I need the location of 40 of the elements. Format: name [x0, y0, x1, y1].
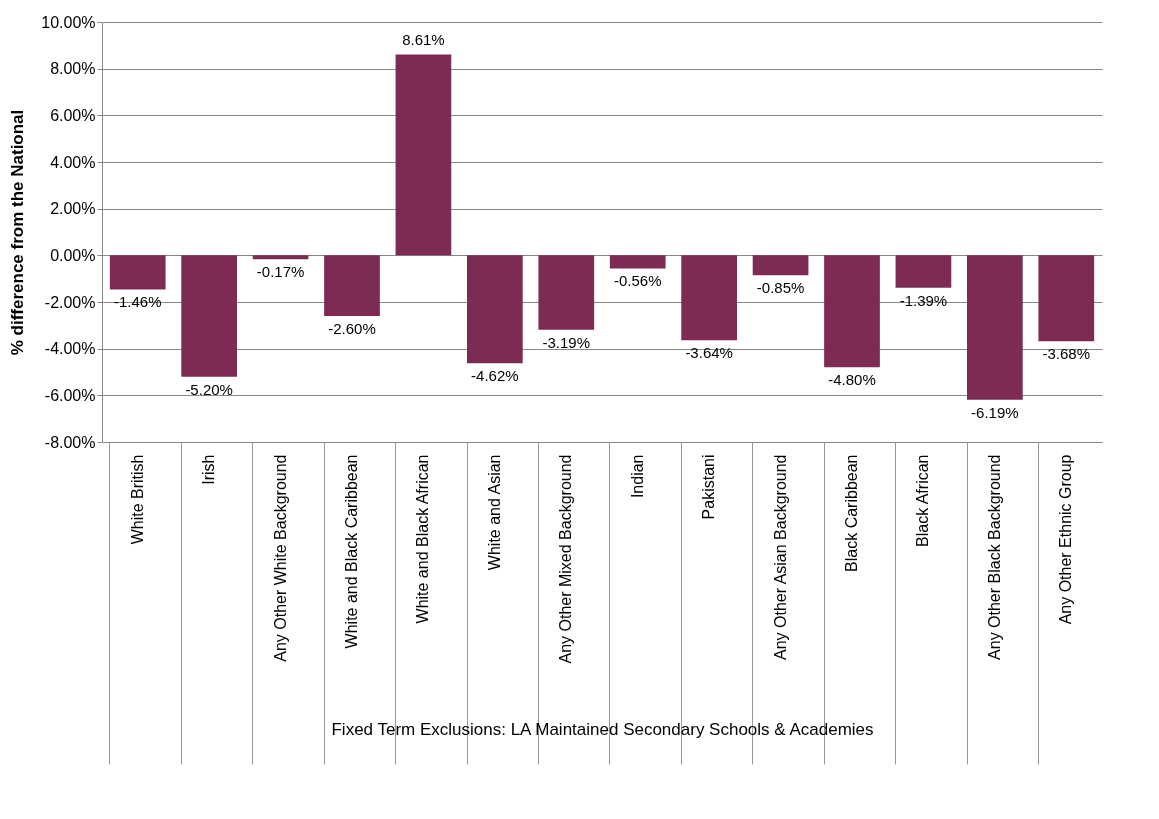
data-label: -1.46% — [113, 293, 162, 311]
y-tick-label: -2.00% — [44, 293, 96, 311]
data-label: 8.61% — [402, 31, 445, 49]
data-label: -3.64% — [685, 344, 733, 362]
x-tick-label: Irish — [200, 454, 218, 485]
data-label: -2.60% — [328, 320, 376, 337]
y-tick-label: -4.00% — [44, 340, 96, 358]
x-tick-label: White and Black Caribbean — [343, 454, 360, 649]
y-tick-label: 8.00% — [50, 60, 96, 78]
data-label: -3.68% — [1042, 345, 1091, 363]
x-tick-label: Black Caribbean — [843, 454, 860, 572]
x-axis-title: Fixed Term Exclusions: LA Maintained Secondary Schools & Academies — [331, 719, 874, 739]
data-label: -3.19% — [542, 333, 591, 351]
x-tick-label: White British — [128, 454, 146, 545]
x-tick-label: Pakistani — [700, 454, 718, 520]
data-label: -4.62% — [471, 367, 519, 385]
y-tick-label: -8.00% — [44, 433, 96, 451]
x-tick-label: Any Other Asian Background — [771, 454, 789, 660]
data-label: -6.19% — [971, 403, 1019, 421]
x-tick-label: White and Black African — [414, 454, 432, 624]
y-tick-label: 10.00% — [41, 13, 96, 31]
data-label: -0.85% — [756, 279, 805, 297]
x-tick-label: Any Other Ethnic Group — [1057, 454, 1075, 625]
y-tick-label: 2.00% — [50, 200, 96, 218]
y-tick-label: 6.00% — [50, 106, 96, 124]
y-axis-title: % difference from the National — [8, 109, 28, 356]
x-tick-label: Any Other Black Background — [985, 454, 1003, 660]
data-label: -4.80% — [828, 371, 876, 389]
x-tick-label: Indian — [628, 454, 646, 499]
x-tick-label: Black African — [914, 454, 932, 547]
y-tick-label: 4.00% — [50, 153, 96, 171]
y-tick-label: -6.00% — [44, 386, 96, 404]
data-label: -5.20% — [185, 380, 233, 398]
data-label: -0.56% — [613, 272, 662, 290]
x-tick-label: White and Asian — [485, 454, 503, 571]
x-tick-label: Any Other Mixed Background — [557, 454, 575, 664]
data-label: -0.17% — [256, 263, 305, 281]
y-tick-label: 0.00% — [50, 246, 96, 264]
x-tick-label: Any Other White Background — [271, 454, 289, 662]
data-label: -1.39% — [899, 291, 948, 309]
